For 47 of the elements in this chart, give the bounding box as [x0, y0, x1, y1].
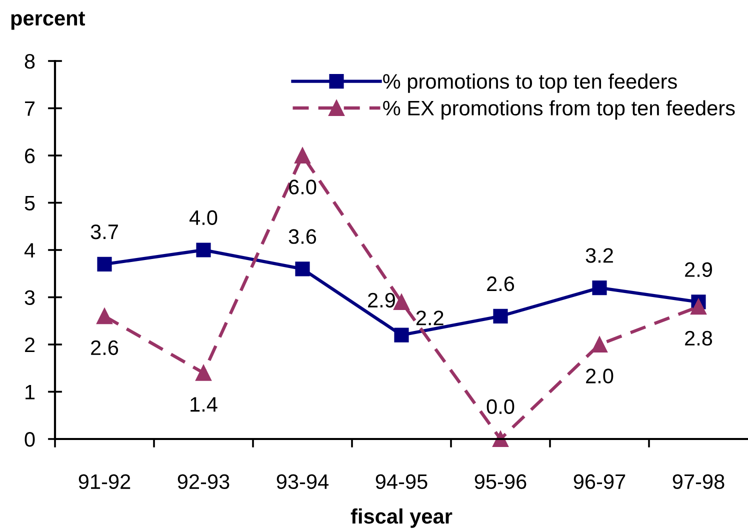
- data-label: 0.0: [486, 399, 514, 414]
- data-label: 6.0: [289, 180, 316, 194]
- point: [294, 148, 310, 164]
- x-tick-label: 92-93: [178, 474, 230, 490]
- y-tick-label: 3: [24, 290, 35, 306]
- data-label: 2.2: [416, 310, 444, 326]
- point: [592, 280, 607, 296]
- data-label: 4.0: [190, 210, 218, 226]
- x-axis-title: fiscal year: [350, 508, 452, 528]
- y-tick-label: 5: [24, 196, 35, 211]
- data-label: 3.7: [90, 224, 118, 240]
- x-tick-label: 97-98: [672, 474, 724, 490]
- y-tick-label: 6: [25, 148, 35, 164]
- point: [690, 298, 706, 315]
- point: [295, 262, 310, 276]
- data-label: 2.6: [487, 276, 514, 292]
- point: [394, 328, 409, 342]
- x-tick-label: 94-95: [376, 474, 428, 490]
- x-tick-label: 96-97: [574, 474, 626, 490]
- legend-label: % EX promotions from top ten feeders: [383, 100, 735, 120]
- data-label: 2.9: [685, 262, 712, 278]
- y-tick-label: 0: [24, 432, 35, 447]
- y-tick-label: 1: [26, 384, 35, 400]
- point: [394, 294, 410, 310]
- point: [196, 242, 211, 258]
- data-label: 2.9: [368, 292, 395, 308]
- data-label: 3.2: [586, 248, 613, 263]
- point: [97, 256, 112, 272]
- x-tick-label: 91-92: [78, 474, 130, 490]
- x-tick-label: 95-96: [474, 474, 526, 490]
- y-axis-title: percent: [11, 12, 85, 30]
- y-tick-label: 7: [25, 101, 35, 116]
- y-tick-label: 2: [25, 338, 35, 352]
- y-tick-label: 8: [24, 54, 35, 69]
- point: [96, 308, 112, 324]
- y-tick-label: 4: [24, 243, 35, 258]
- data-label: 1.4: [190, 397, 218, 412]
- point: [196, 364, 212, 381]
- x-tick-label: 93-94: [276, 474, 329, 490]
- point: [592, 336, 608, 352]
- point: [493, 308, 508, 324]
- data-label: 2.6: [91, 340, 118, 356]
- point: [492, 431, 508, 447]
- data-label: 2.0: [586, 368, 614, 384]
- data-label: 3.6: [288, 229, 316, 244]
- data-label: 2.8: [685, 330, 712, 346]
- legend-label: % promotions to top ten feeders: [383, 74, 677, 93]
